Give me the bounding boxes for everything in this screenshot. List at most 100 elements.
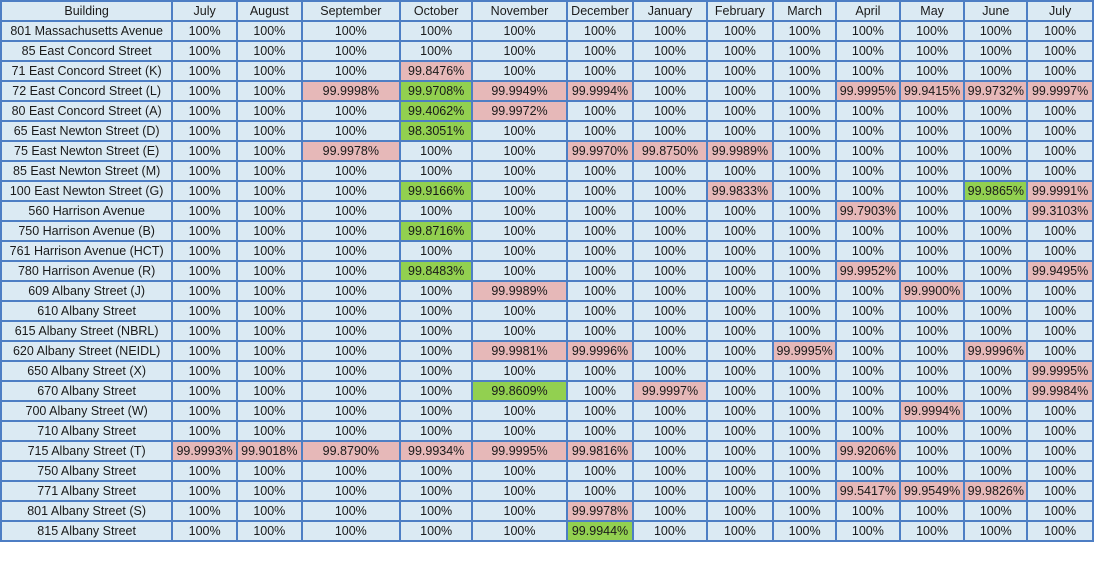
value-cell: 100% (235, 40, 303, 62)
value-cell: 100% (171, 320, 238, 342)
building-name-cell: 71 East Concord Street (K) (0, 60, 174, 82)
building-name-cell: 72 East Concord Street (L) (0, 80, 174, 102)
value-cell: 100% (1026, 460, 1094, 482)
value-cell: 100% (632, 180, 708, 202)
value-cell: 100% (398, 380, 474, 402)
value-cell: 100% (772, 180, 838, 202)
value-cell: 100% (705, 260, 775, 282)
value-cell: 100% (705, 480, 775, 502)
value-cell: 100% (398, 340, 474, 362)
value-cell: 100% (300, 180, 402, 202)
table-row: 670 Albany Street 100% 100% 100% 100% 99.8609… (0, 380, 1094, 402)
highlighted-value-cell: 99.9981% (471, 340, 568, 362)
value-cell: 100% (772, 20, 838, 42)
value-cell: 100% (565, 120, 635, 142)
value-cell: 100% (565, 20, 635, 42)
value-cell: 100% (963, 460, 1029, 482)
value-cell: 100% (898, 180, 966, 202)
value-cell: 100% (963, 320, 1029, 342)
value-cell: 100% (632, 220, 708, 242)
value-cell: 100% (705, 160, 775, 182)
value-cell: 100% (705, 380, 775, 402)
value-cell: 100% (632, 80, 708, 102)
value-cell: 100% (632, 240, 708, 262)
value-cell: 100% (835, 60, 901, 82)
value-cell: 100% (471, 60, 568, 82)
value-cell: 100% (898, 40, 966, 62)
value-cell: 100% (1026, 400, 1094, 422)
value-cell: 100% (471, 300, 568, 322)
table-row: 750 Harrison Avenue (B) 100% 100% 100% 99.87… (0, 220, 1094, 242)
value-cell: 100% (898, 260, 966, 282)
column-header-month: March (772, 0, 838, 22)
table-row: 815 Albany Street 100% 100% 100% 100% 100% 99.… (0, 520, 1094, 542)
highlighted-value-cell: 99.9978% (300, 140, 402, 162)
value-cell: 100% (772, 420, 838, 442)
building-name-cell: 75 East Newton Street (E) (0, 140, 174, 162)
highlighted-value-cell: 99.9991% (1026, 180, 1094, 202)
value-cell: 100% (300, 460, 402, 482)
value-cell: 100% (235, 460, 303, 482)
value-cell: 100% (300, 160, 402, 182)
highlighted-value-cell: 99.5417% (835, 480, 901, 502)
value-cell: 100% (705, 220, 775, 242)
value-cell: 100% (235, 80, 303, 102)
highlighted-value-cell: 99.9998% (300, 80, 402, 102)
value-cell: 100% (235, 240, 303, 262)
value-cell: 100% (772, 320, 838, 342)
value-cell: 100% (171, 240, 238, 262)
value-cell: 100% (835, 20, 901, 42)
value-cell: 100% (835, 120, 901, 142)
value-cell: 100% (963, 360, 1029, 382)
value-cell: 100% (835, 340, 901, 362)
building-name-cell: 80 East Concord Street (A) (0, 100, 174, 122)
value-cell: 100% (705, 100, 775, 122)
building-name-cell: 761 Harrison Avenue (HCT) (0, 240, 174, 262)
highlighted-value-cell: 99.9900% (898, 280, 966, 302)
value-cell: 100% (835, 280, 901, 302)
building-name-cell: 815 Albany Street (0, 520, 174, 542)
value-cell: 100% (171, 360, 238, 382)
value-cell: 100% (1026, 100, 1094, 122)
value-cell: 100% (705, 20, 775, 42)
value-cell: 100% (398, 400, 474, 422)
value-cell: 100% (471, 260, 568, 282)
value-cell: 100% (835, 420, 901, 442)
value-cell: 100% (565, 40, 635, 62)
highlighted-value-cell: 99.9732% (963, 80, 1029, 102)
table-row: 615 Albany Street (NBRL) 100% 100% 100% 100%… (0, 320, 1094, 342)
value-cell: 100% (471, 320, 568, 342)
highlighted-value-cell: 99.9970% (565, 140, 635, 162)
value-cell: 100% (963, 440, 1029, 462)
building-name-cell: 620 Albany Street (NEIDL) (0, 340, 174, 362)
value-cell: 100% (632, 20, 708, 42)
value-cell: 100% (772, 440, 838, 462)
value-cell: 100% (898, 20, 966, 42)
column-header-month: February (705, 0, 775, 22)
highlighted-value-cell: 99.9996% (565, 340, 635, 362)
value-cell: 100% (772, 200, 838, 222)
value-cell: 100% (772, 260, 838, 282)
highlighted-value-cell: 99.9995% (835, 80, 901, 102)
value-cell: 100% (772, 220, 838, 242)
highlighted-value-cell: 99.9708% (398, 80, 474, 102)
value-cell: 100% (1026, 160, 1094, 182)
value-cell: 100% (898, 60, 966, 82)
value-cell: 100% (835, 160, 901, 182)
value-cell: 100% (963, 280, 1029, 302)
column-header-month: July (1026, 0, 1094, 22)
value-cell: 100% (632, 460, 708, 482)
highlighted-value-cell: 99.8483% (398, 260, 474, 282)
building-name-cell: 700 Albany Street (W) (0, 400, 174, 422)
value-cell: 100% (398, 320, 474, 342)
highlighted-value-cell: 99.9865% (963, 180, 1029, 202)
building-name-cell: 100 East Newton Street (G) (0, 180, 174, 202)
column-header-month: October (398, 0, 474, 22)
value-cell: 100% (398, 420, 474, 442)
value-cell: 100% (835, 400, 901, 422)
value-cell: 100% (398, 460, 474, 482)
highlighted-value-cell: 99.9949% (471, 80, 568, 102)
column-header-month: January (632, 0, 708, 22)
value-cell: 100% (772, 140, 838, 162)
table-row: 750 Albany Street 100% 100% 100% 100% 100% 100… (0, 460, 1094, 482)
